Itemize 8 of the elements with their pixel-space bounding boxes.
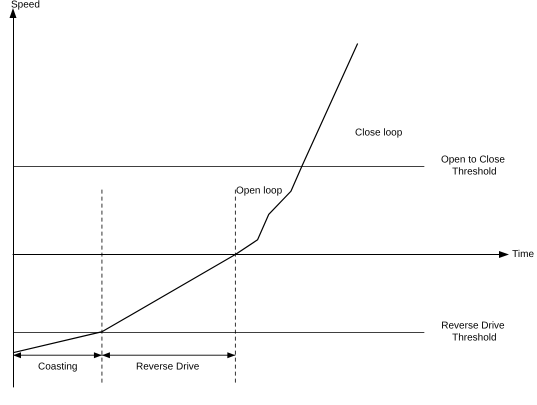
annotation: Open loop bbox=[236, 186, 283, 196]
text: Coasting bbox=[38, 362, 78, 372]
annotation: Close loop bbox=[355, 128, 403, 138]
y-axis-title: Speed bbox=[11, 0, 40, 10]
x-axis-title: Time bbox=[512, 249, 534, 260]
ref-line-label: Reverse Drive Threshold bbox=[441, 320, 508, 344]
ref-line-label: Open to Close Threshold bbox=[440, 154, 508, 178]
text: Reverse Drive bbox=[136, 362, 200, 372]
